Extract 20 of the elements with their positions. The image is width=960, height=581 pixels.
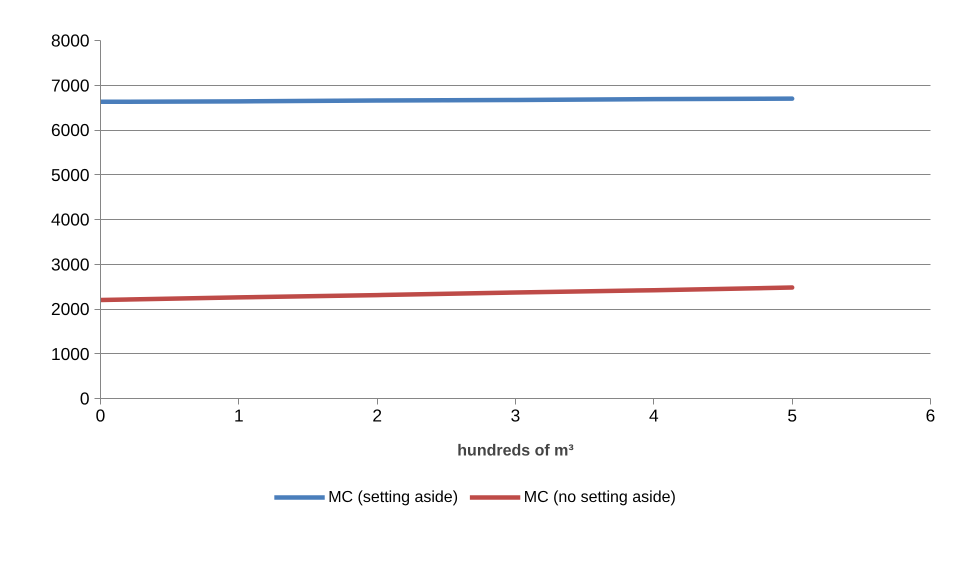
x-tick-label: 0 — [96, 406, 106, 426]
x-tick-label: 1 — [234, 406, 244, 426]
y-tick-label: 4000 — [50, 210, 90, 230]
y-tick-label: 7000 — [50, 75, 90, 96]
y-tick-label: 0 — [80, 388, 90, 408]
x-tick-label: 4 — [649, 406, 660, 426]
x-tick-label: 6 — [926, 406, 936, 426]
y-tick-label: 8000 — [50, 30, 90, 50]
x-tick-label: 5 — [787, 406, 797, 426]
legend-label: MC (no setting aside) — [524, 489, 676, 506]
x-tick-label: 3 — [510, 406, 520, 426]
x-axis-title: hundreds of m³ — [457, 442, 574, 460]
x-tick-label: 2 — [372, 406, 382, 426]
y-tick-label: 2000 — [50, 299, 90, 319]
y-tick-label: 1000 — [50, 344, 90, 364]
legend-label: MC (setting aside) — [328, 489, 458, 506]
y-tick-label: 6000 — [50, 120, 90, 140]
line-series — [100, 285, 794, 302]
y-tick-label: 5000 — [50, 164, 90, 185]
y-tick-label: 3000 — [50, 254, 90, 274]
